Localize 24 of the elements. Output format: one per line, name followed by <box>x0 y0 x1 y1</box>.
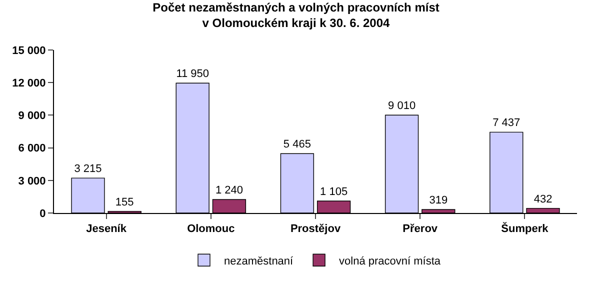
data-label: 3 215 <box>74 163 102 176</box>
data-label: 11 950 <box>176 68 210 80</box>
y-tick-label: 6 000 <box>18 142 46 155</box>
data-label: 319 <box>429 194 448 207</box>
x-tick-label: Prostějov <box>290 223 342 236</box>
data-label: 7 437 <box>492 117 520 130</box>
data-label: 155 <box>115 196 134 208</box>
data-label: 432 <box>534 193 552 206</box>
x-tick-label: Jeseník <box>86 223 128 236</box>
legend-label: volná pracovní místa <box>339 255 442 268</box>
y-tick-label: 12 000 <box>12 77 46 90</box>
data-label: 5 465 <box>283 138 311 151</box>
legend-label: nezaměstnaní <box>224 255 294 268</box>
data-label: 9 010 <box>388 100 416 112</box>
x-tick-label: Šumperk <box>501 222 550 236</box>
chart-title: Počet nezaměstnaných a volných pracovních míst v Olomouckém kraji k 30. 6. 2004 <box>152 0 440 30</box>
y-tick-label: 3 000 <box>18 175 46 188</box>
y-tick-label: 15 000 <box>12 44 46 57</box>
y-tick-label: 0 <box>40 208 46 220</box>
x-tick-label: Přerov <box>402 223 438 236</box>
data-label: 1 105 <box>320 186 348 198</box>
data-label: 1 240 <box>215 184 243 197</box>
y-tick-label: 9 000 <box>18 110 46 122</box>
x-tick-label: Olomouc <box>187 223 235 236</box>
